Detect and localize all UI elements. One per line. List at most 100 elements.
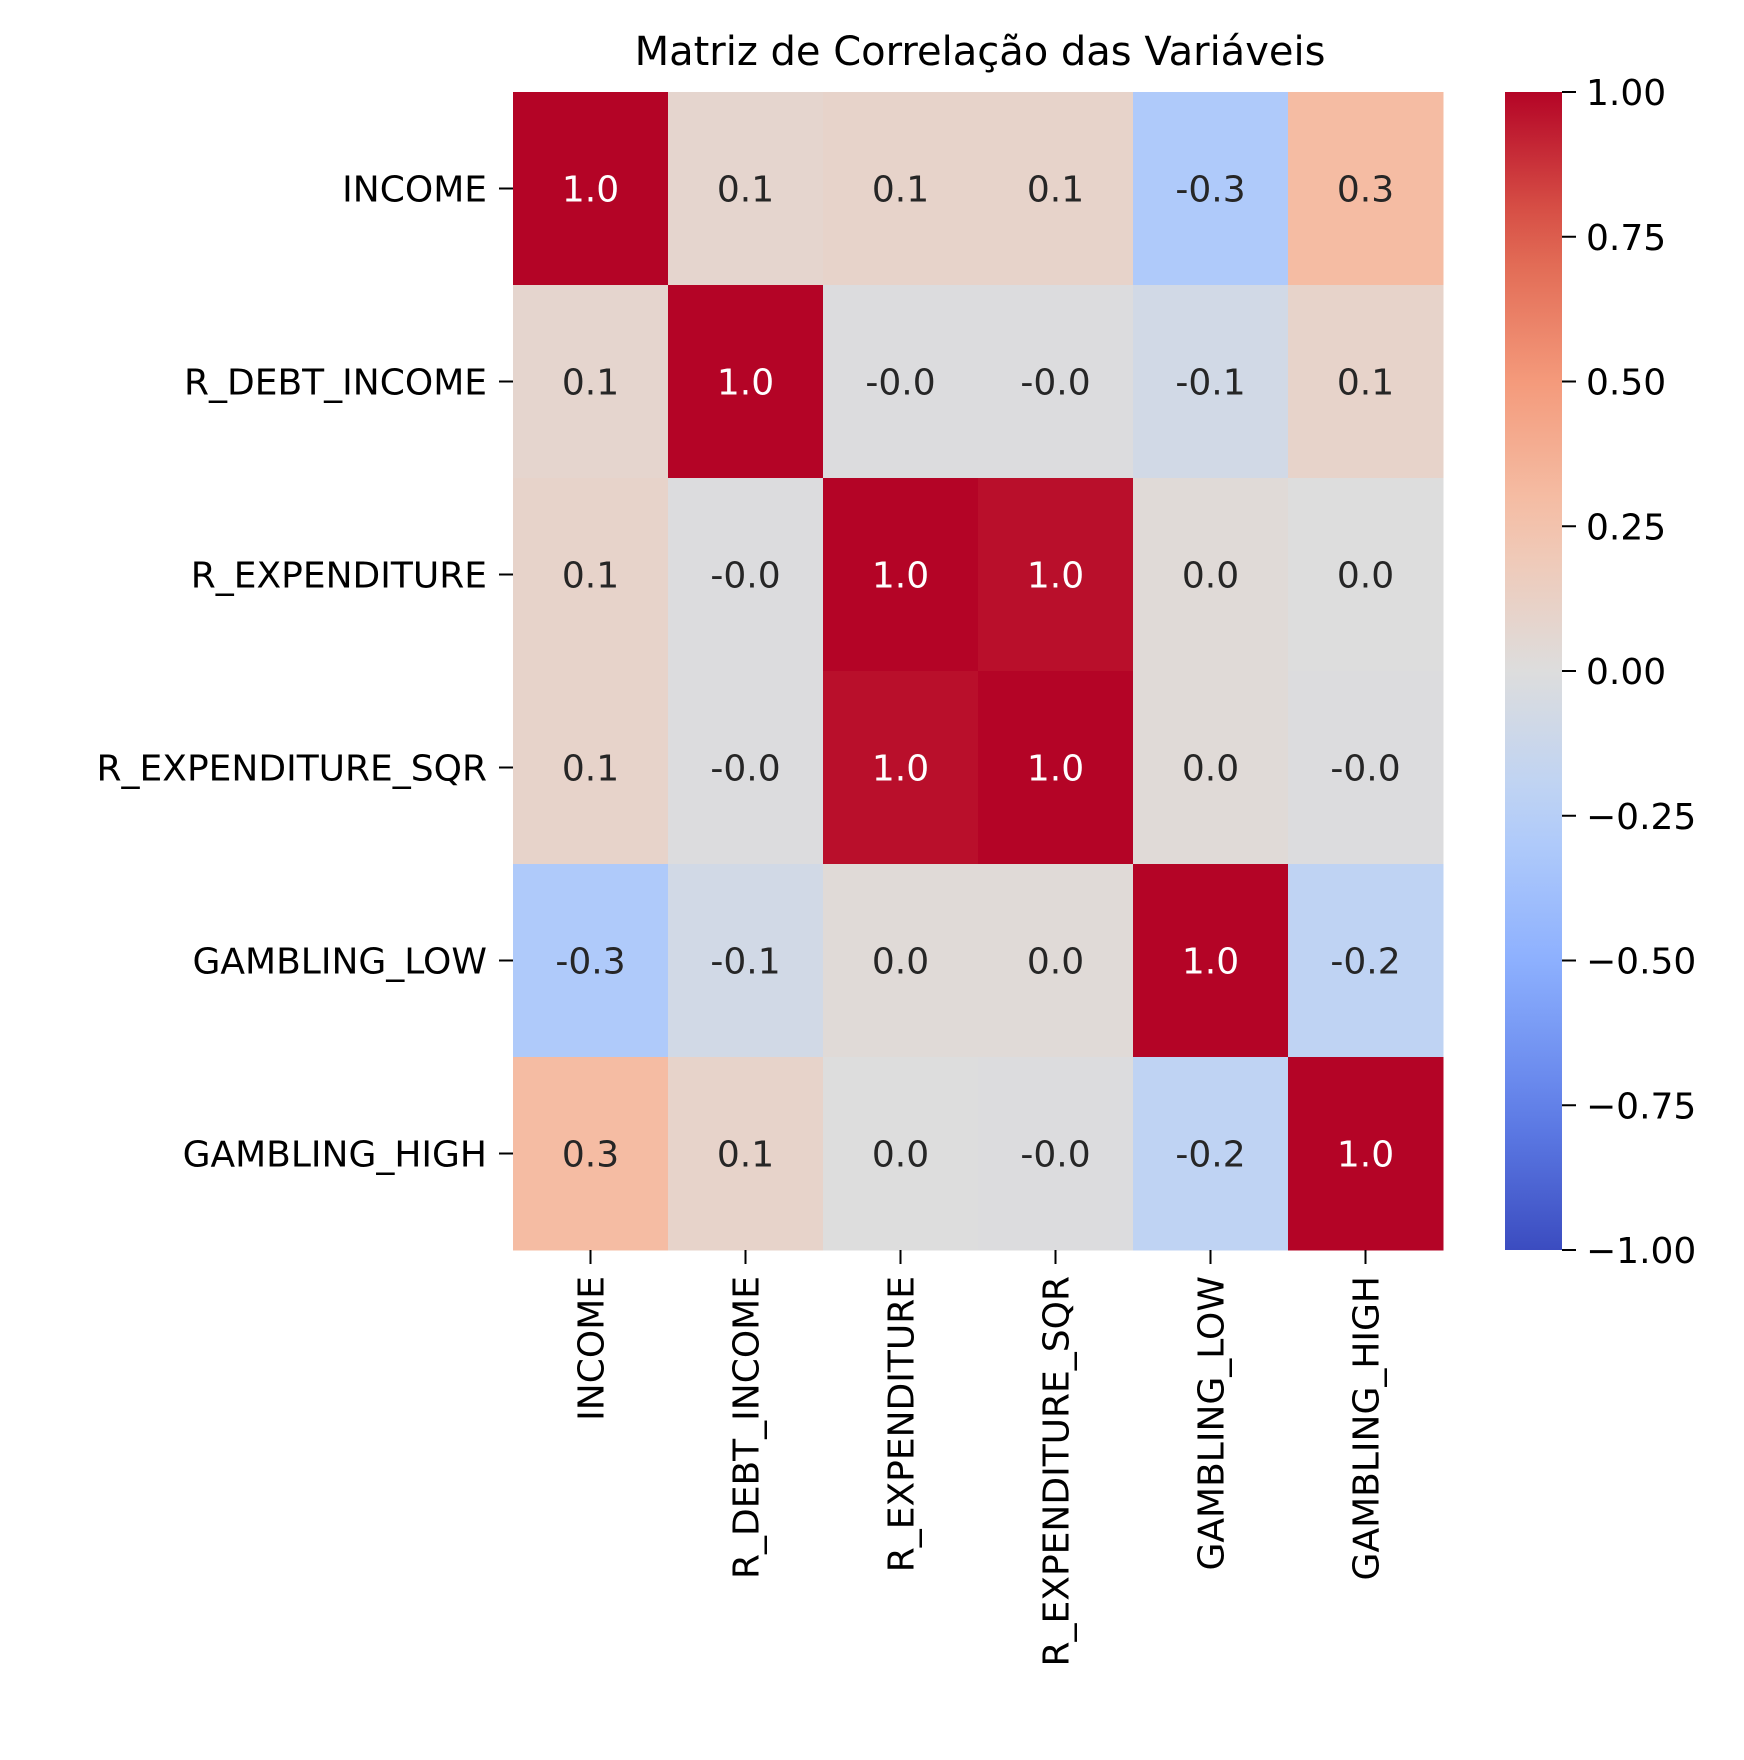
cell-annotation-0-5: 0.3 [1337, 170, 1394, 211]
colorbar-gradient [1505, 92, 1562, 1250]
heatmap-cell-2-5 [1288, 478, 1444, 672]
cell-annotation-1-4: -0.1 [1175, 363, 1245, 404]
colorbar-tick-label-4: 0.00 [1586, 652, 1666, 693]
heatmap-cell-5-5 [1288, 1057, 1444, 1251]
cell-annotation-3-4: 0.0 [1182, 749, 1239, 790]
cell-annotation-4-5: -0.2 [1330, 942, 1400, 983]
heatmap-cell-1-4 [1133, 285, 1289, 479]
heatmap-cell-0-1 [668, 92, 824, 286]
heatmap-cell-1-3 [978, 285, 1134, 479]
cell-annotation-4-3: 0.0 [1027, 942, 1084, 983]
cell-annotation-4-1: -0.1 [710, 942, 780, 983]
y-tick-label-1: R_DEBT_INCOME [184, 363, 487, 404]
cell-annotation-4-0: -0.3 [555, 942, 625, 983]
cell-annotation-1-5: 0.1 [1337, 363, 1394, 404]
heatmap-cell-2-1 [668, 478, 824, 672]
heatmap-cell-4-3 [978, 864, 1134, 1058]
heatmap-cell-0-5 [1288, 92, 1444, 286]
heatmap-cell-5-2 [823, 1057, 979, 1251]
cell-annotation-3-3: 1.0 [1027, 749, 1084, 790]
y-tick-label-0: INCOME [342, 170, 487, 211]
cell-annotation-5-2: 0.0 [872, 1135, 929, 1176]
heatmap-cell-3-1 [668, 671, 824, 865]
cell-annotation-5-1: 0.1 [717, 1135, 774, 1176]
cell-annotation-0-0: 1.0 [562, 170, 619, 211]
heatmap-cell-5-3 [978, 1057, 1134, 1251]
heatmap-cell-2-0 [513, 478, 669, 672]
heatmap-cell-3-5 [1288, 671, 1444, 865]
heatmap-cell-4-1 [668, 864, 824, 1058]
heatmap-cell-0-4 [1133, 92, 1289, 286]
colorbar-tick-label-8: −1.00 [1586, 1231, 1696, 1272]
heatmap-cell-4-5 [1288, 864, 1444, 1058]
x-tick-label-2: R_EXPENDITURE [882, 1276, 923, 1572]
y-tick-label-2: R_EXPENDITURE [191, 556, 487, 597]
heatmap-cell-2-3 [978, 478, 1134, 672]
cell-annotation-3-2: 1.0 [872, 749, 929, 790]
x-tick-label-4: GAMBLING_LOW [1192, 1276, 1233, 1571]
heatmap-cell-1-1 [668, 285, 824, 479]
x-tick-label-0: INCOME [572, 1276, 613, 1421]
cell-annotation-3-5: -0.0 [1330, 749, 1400, 790]
cell-annotation-5-5: 1.0 [1337, 1135, 1394, 1176]
heatmap-cell-0-2 [823, 92, 979, 286]
heatmap-cell-2-2 [823, 478, 979, 672]
x-axis: INCOME R_DEBT_INCOME R_EXPENDITURE R_EXPEND… [572, 1250, 1388, 1666]
y-tick-label-3: R_EXPENDITURE_SQR [97, 749, 487, 790]
cell-annotation-0-3: 0.1 [1027, 170, 1084, 211]
colorbar-tick-label-7: −0.75 [1586, 1086, 1696, 1127]
heatmap-cells: 1.0 0.1 0.1 0.1 -0.3 0.3 0.1 1.0 -0.0 -0.0 -0.1 0.1… [513, 92, 1444, 1251]
heatmap-cell-4-2 [823, 864, 979, 1058]
x-tick-label-3: R_EXPENDITURE_SQR [1037, 1276, 1078, 1666]
cell-annotation-0-1: 0.1 [717, 170, 774, 211]
cell-annotation-5-3: -0.0 [1020, 1135, 1090, 1176]
x-tick-label-1: R_DEBT_INCOME [727, 1276, 768, 1579]
cell-annotation-1-0: 0.1 [562, 363, 619, 404]
heatmap-cell-2-4 [1133, 478, 1289, 672]
x-tick-label-5: GAMBLING_HIGH [1347, 1276, 1388, 1580]
cell-annotation-1-1: 1.0 [717, 363, 774, 404]
heatmap-cell-1-5 [1288, 285, 1444, 479]
cell-annotation-2-2: 1.0 [872, 556, 929, 597]
cell-annotation-0-2: 0.1 [872, 170, 929, 211]
heatmap-cell-3-2 [823, 671, 979, 865]
colorbar-tick-label-6: −0.50 [1586, 942, 1696, 983]
colorbar-tick-label-1: 0.75 [1586, 218, 1666, 259]
heatmap-cell-3-4 [1133, 671, 1289, 865]
y-axis: INCOME R_DEBT_INCOME R_EXPENDITURE R_EXPEND… [97, 170, 513, 1176]
cell-annotation-3-0: 0.1 [562, 749, 619, 790]
cell-annotation-2-5: 0.0 [1337, 556, 1394, 597]
heatmap-cell-1-2 [823, 285, 979, 479]
y-tick-label-5: GAMBLING_HIGH [183, 1135, 487, 1176]
chart-title: Matriz de Correlação das Variáveis [635, 29, 1326, 75]
colorbar: 1.00 0.75 0.50 0.25 0.00 −0.25 −0.50 −0.75 −1.00 [1505, 73, 1696, 1272]
colorbar-tick-label-3: 0.25 [1586, 507, 1666, 548]
colorbar-tick-label-0: 1.00 [1586, 73, 1666, 114]
cell-annotation-1-2: -0.0 [865, 363, 935, 404]
heatmap-cell-5-4 [1133, 1057, 1289, 1251]
cell-annotation-2-3: 1.0 [1027, 556, 1084, 597]
heatmap-cell-5-0 [513, 1057, 669, 1251]
cell-annotation-0-4: -0.3 [1175, 170, 1245, 211]
cell-annotation-3-1: -0.0 [710, 749, 780, 790]
colorbar-tick-label-2: 0.50 [1586, 363, 1666, 404]
heatmap-cell-0-0 [513, 92, 669, 286]
heatmap-cell-1-0 [513, 285, 669, 479]
colorbar-tick-label-5: −0.25 [1586, 797, 1696, 838]
cell-annotation-2-1: -0.0 [710, 556, 780, 597]
cell-annotation-5-0: 0.3 [562, 1135, 619, 1176]
heatmap-cell-3-3 [978, 671, 1134, 865]
y-tick-label-4: GAMBLING_LOW [193, 942, 488, 983]
cell-annotation-1-3: -0.0 [1020, 363, 1090, 404]
heatmap-cell-4-0 [513, 864, 669, 1058]
heatmap-cell-0-3 [978, 92, 1134, 286]
heatmap-cell-3-0 [513, 671, 669, 865]
heatmap-cell-5-1 [668, 1057, 824, 1251]
heatmap-cell-4-4 [1133, 864, 1289, 1058]
cell-annotation-2-0: 0.1 [562, 556, 619, 597]
cell-annotation-5-4: -0.2 [1175, 1135, 1245, 1176]
cell-annotation-4-4: 1.0 [1182, 942, 1239, 983]
cell-annotation-2-4: 0.0 [1182, 556, 1239, 597]
cell-annotation-4-2: 0.0 [872, 942, 929, 983]
